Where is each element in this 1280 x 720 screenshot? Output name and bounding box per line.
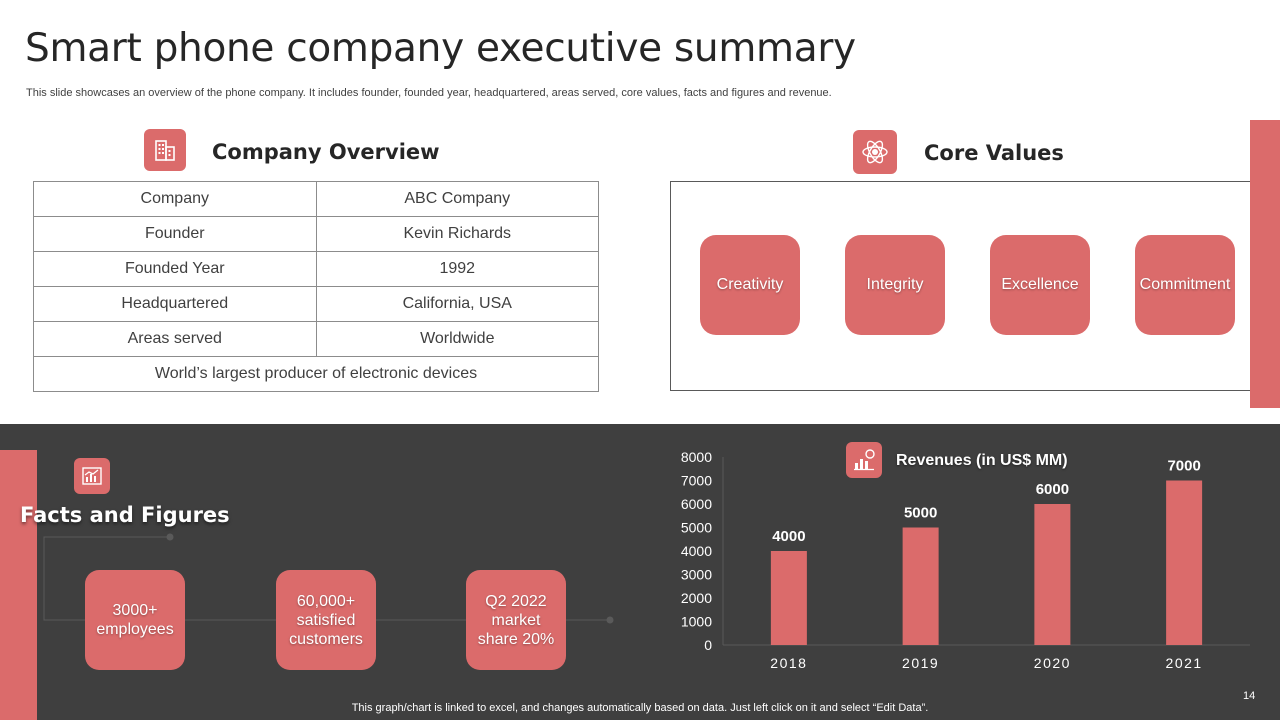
y-tick-label: 5000 [681,520,712,536]
bar [770,551,807,645]
core-value-card: Creativity [700,235,800,335]
page-title: Smart phone company executive summary [25,26,856,71]
core-value-card: Commitment [1135,235,1235,335]
table-row: Founder Kevin Richards [33,216,600,252]
table-cell: Worldwide [315,321,600,357]
page-number: 14 [1243,690,1256,702]
table-cell: 1992 [315,251,600,287]
revenue-chart-icon [846,442,882,478]
y-tick-label: 4000 [681,543,712,559]
x-tick-label: 2019 [902,655,939,671]
y-tick-label: 2000 [681,590,712,606]
bar [1166,480,1203,645]
company-overview-heading: Company Overview [212,140,440,164]
data-label: 4000 [772,528,805,545]
table-row: Areas served Worldwide [33,321,600,357]
facts-heading: Facts and Figures [20,503,230,527]
table-cell: Founded Year [33,251,317,287]
bar [902,527,939,645]
revenue-chart: 0 1000 2000 3000 4000 5000 6000 7000 8000 4000 201… [681,449,1250,671]
data-label: 6000 [1036,481,1069,498]
table-cell: World’s largest producer of electronic d… [33,356,599,392]
accent-bar [1250,120,1280,408]
company-overview-table: Company ABC Company Founder Kevin Richar… [33,181,600,392]
table-cell: ABC Company [315,181,600,217]
y-tick-label: 7000 [681,473,712,489]
x-tick-label: 2020 [1034,655,1071,671]
page-subtitle: This slide showcases an overview of the … [26,87,832,99]
y-tick-label: 3000 [681,567,712,583]
fact-card: 3000+ employees [85,570,185,670]
table-row: World’s largest producer of electronic d… [33,356,599,392]
core-value-card: Integrity [845,235,945,335]
building-icon [144,129,186,171]
fact-card: 60,000+ satisfied customers [276,570,376,670]
table-cell: Headquartered [33,286,317,322]
y-tick-label: 1000 [681,614,712,630]
chart-title: Revenues (in US$ MM) [896,452,1068,469]
y-tick-label: 8000 [681,449,712,465]
y-tick-label: 0 [704,637,712,653]
table-row: Company ABC Company [33,181,600,217]
accent-bar [0,450,37,720]
atom-icon [853,130,897,174]
table-cell: Founder [33,216,317,252]
y-tick-label: 6000 [681,496,712,512]
data-label: 7000 [1167,458,1200,475]
bar [1034,504,1071,645]
table-cell: California, USA [315,286,600,322]
chart-icon [74,458,110,494]
table-cell: Areas served [33,321,317,357]
core-values-heading: Core Values [924,141,1064,165]
table-cell: Kevin Richards [315,216,600,252]
footer-note: This graph/chart is linked to excel, and… [351,702,929,714]
table-cell: Company [33,181,317,217]
core-value-card: Excellence [990,235,1090,335]
x-tick-label: 2021 [1166,655,1203,671]
fact-card: Q2 2022 market share 20% [466,570,566,670]
table-row: Founded Year 1992 [33,251,600,287]
table-row: Headquartered California, USA [33,286,600,322]
data-label: 5000 [904,505,937,522]
x-tick-label: 2018 [770,655,807,671]
